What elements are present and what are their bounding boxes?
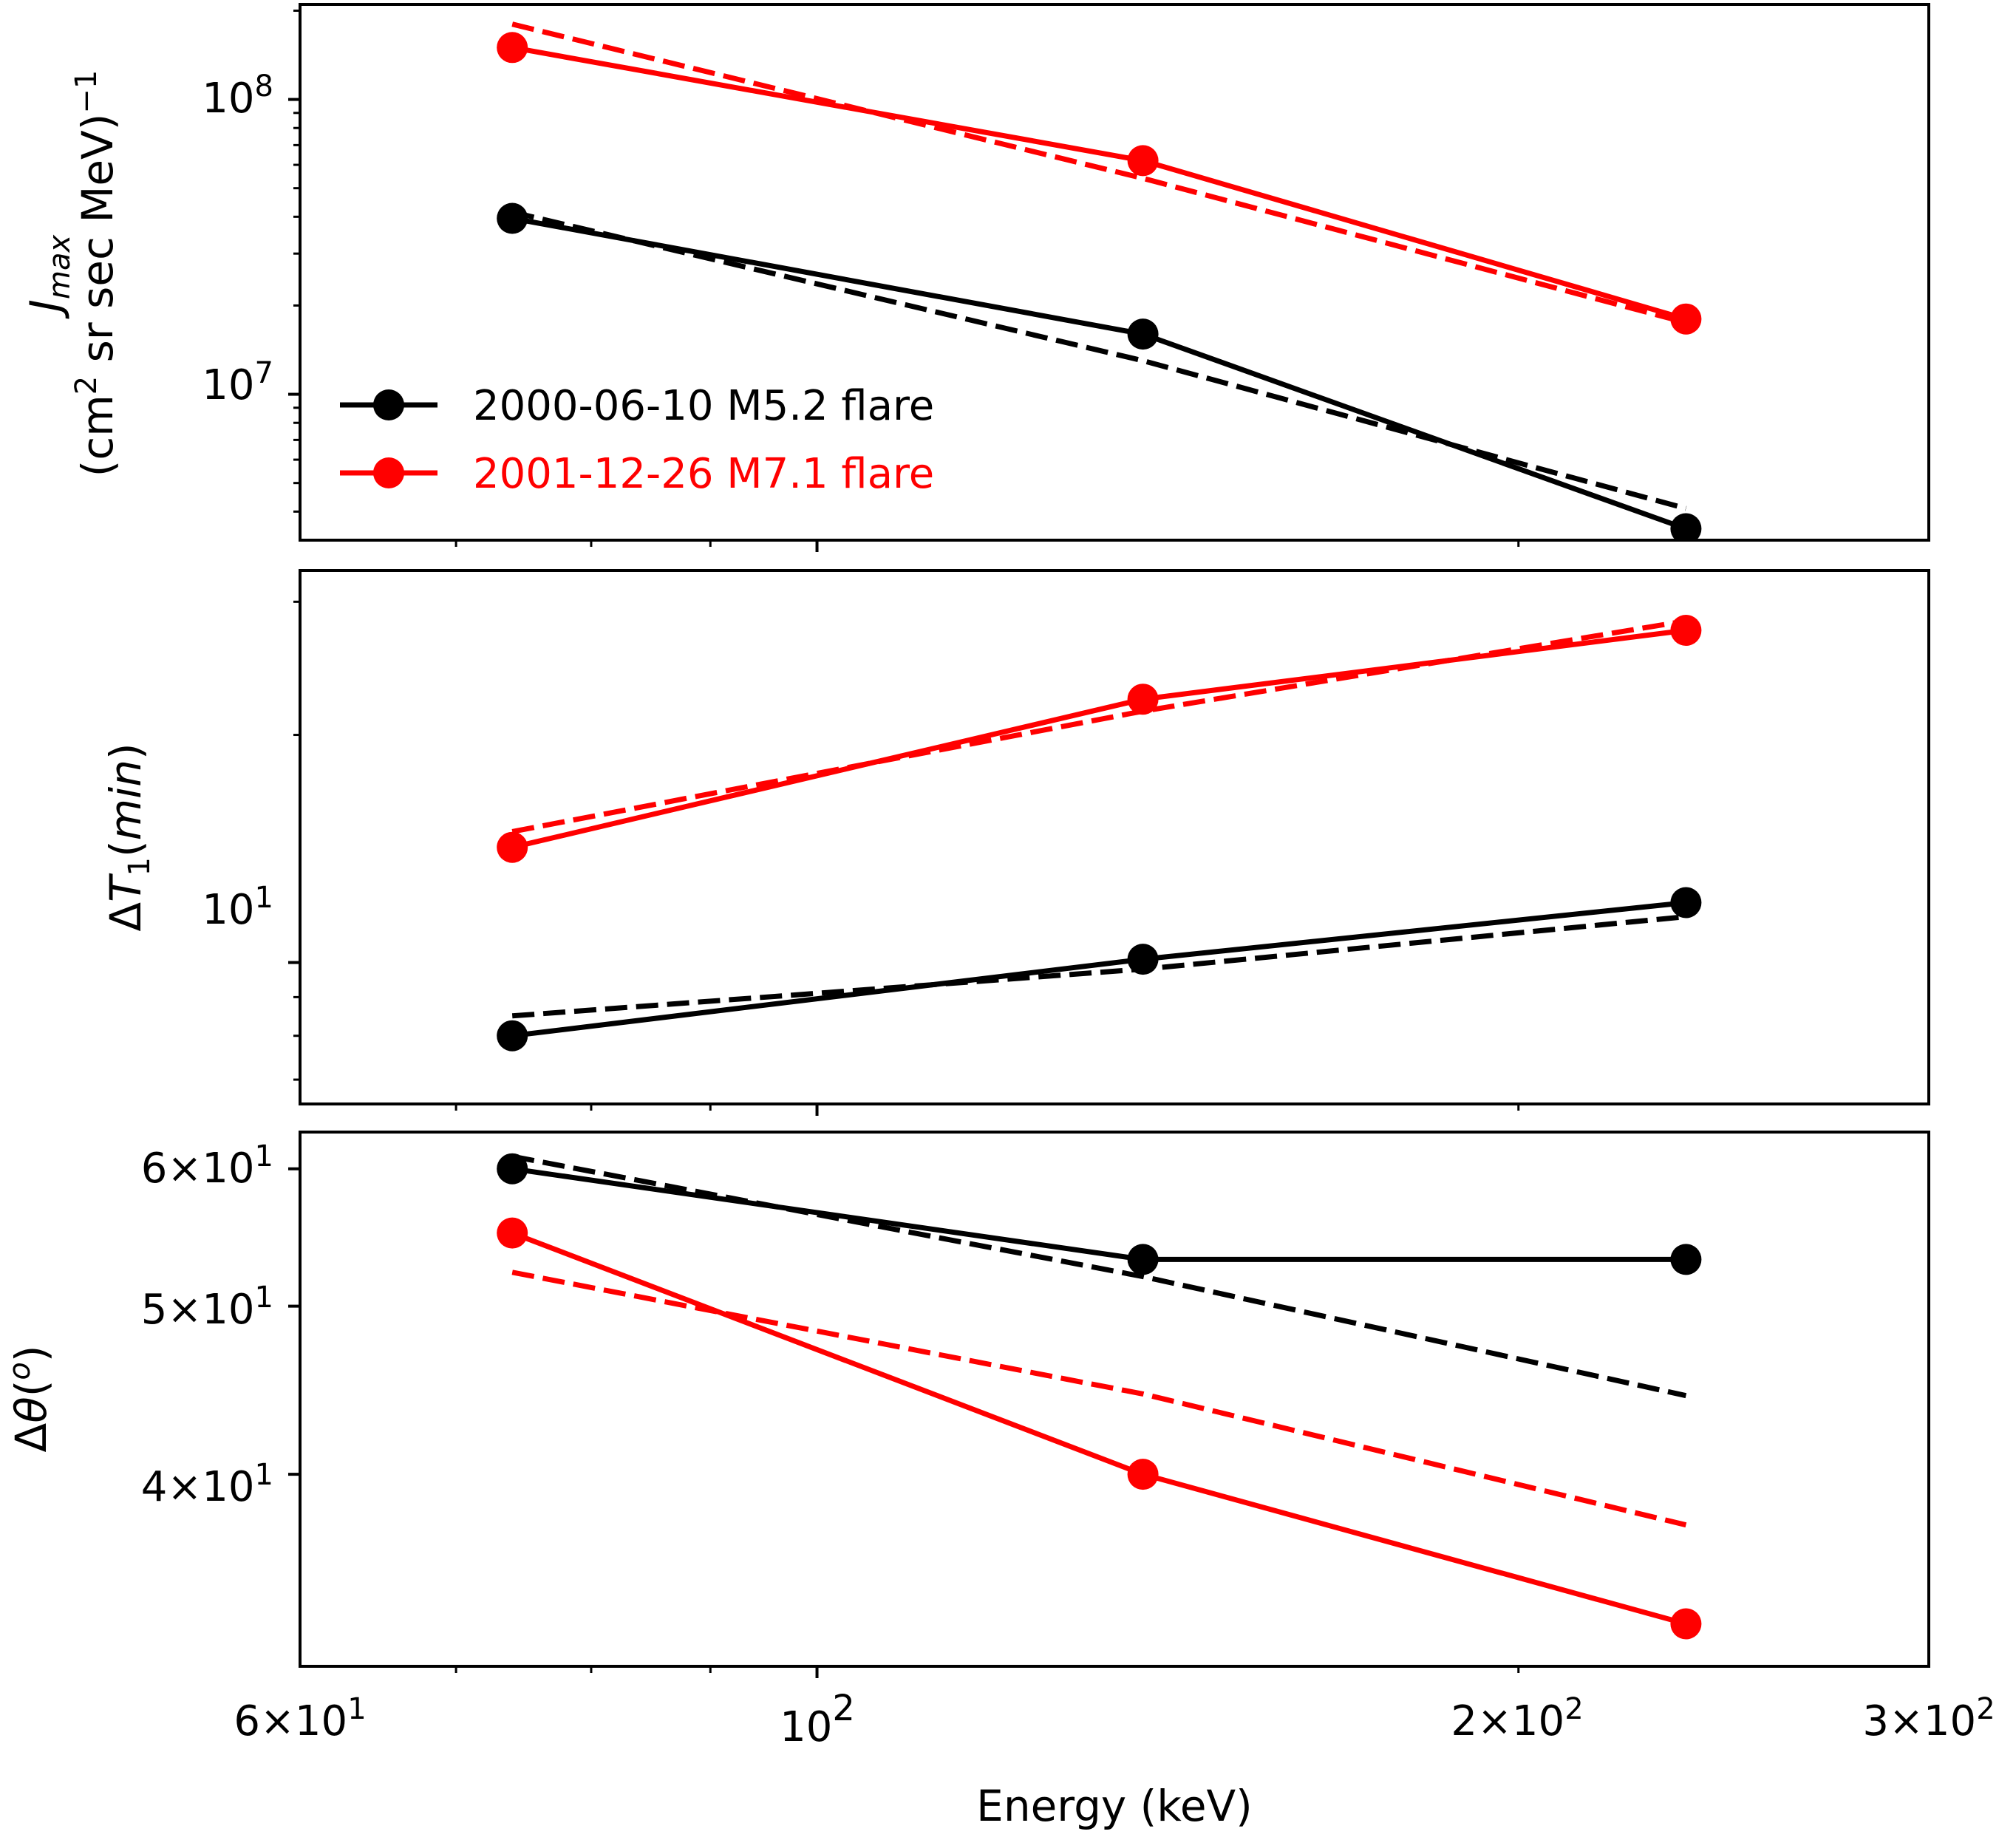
x-tick-label-300: 3×102 [1862,1692,1995,1745]
fit-line-event2 [511,21,1687,325]
data-point-event2 [1127,684,1159,715]
y-axis-label-line2: (cm2 sr sec MeV)−1 [69,70,123,477]
data-point-event2 [1127,1459,1159,1490]
data-point-event1 [1670,887,1702,918]
x-tick-label-200: 2×102 [1451,1692,1583,1745]
data-line-event2 [511,627,1686,851]
legend-marker-event1 [373,389,404,420]
panel-delta-theta: Δθ(o) [3,1131,1930,1678]
y-tick-label-1e7: 107 [202,356,273,409]
panel-frame [299,3,1930,542]
data-point-event1 [1670,513,1702,540]
y-tick-label-50: 5×101 [141,1281,273,1334]
y-tick-label-60: 6×101 [141,1139,273,1193]
data-line-event1 [511,900,1686,1039]
data-point-event2 [1670,303,1702,335]
legend: 2000-06-10 M5.2 flare 2001-12-26 M7.1 fl… [340,382,934,498]
panel-delta-t1: ΔT1(min) [101,569,1930,1116]
y-tick-label-40: 4×101 [141,1458,273,1511]
data-point-event1 [1670,1244,1702,1275]
fit-line-event2 [511,1269,1687,1528]
panel-jmax: Jmax (cm2 sr sec MeV)−1 [21,3,1930,552]
data-point-event1 [497,1153,528,1185]
legend-entry-2000-06-10: 2000-06-10 M5.2 flare [340,382,934,430]
data-line-event2 [511,1230,1687,1626]
data-point-event1 [1127,1244,1159,1275]
data-point-event1 [1127,944,1159,975]
data-point-event2 [1670,1608,1702,1640]
data-point-event2 [1670,615,1702,646]
legend-entry-2001-12-26: 2001-12-26 M7.1 flare [340,450,934,498]
y-tick-label-10: 101 [202,881,273,934]
data-point-event2 [1127,145,1159,177]
x-tick-label-100: 102 [780,1688,855,1751]
legend-label-event1: 2000-06-10 M5.2 flare [473,382,934,430]
x-axis-label: Energy (keV) [976,1781,1253,1831]
fit-line-event1 [511,1153,1687,1399]
data-point-event2 [497,1217,528,1249]
y-axis-label-line1: Jmax [21,235,77,320]
data-point-event1 [1127,318,1159,350]
data-point-event1 [497,202,528,234]
legend-marker-event2 [373,457,404,488]
legend-label-event2: 2001-12-26 M7.1 flare [473,450,934,498]
x-tick-labels: 6×101 102 2×102 3×102 [234,1688,1995,1751]
data-line-event1 [511,1166,1686,1262]
data-point-event2 [497,32,528,64]
data-point-event1 [497,1020,528,1052]
y-axis-label: Δθ(o) [3,1346,56,1453]
y-tick-label-1e8: 108 [202,69,273,123]
x-tick-label-60: 6×101 [234,1692,366,1745]
y-axis-label: ΔT1(min) [101,743,157,931]
panel-frame [299,569,1930,1105]
data-point-event2 [497,831,528,863]
y-tick-labels: 108 107 101 6×101 5×101 4×101 [141,69,273,1511]
panel-frame [299,1131,1930,1668]
